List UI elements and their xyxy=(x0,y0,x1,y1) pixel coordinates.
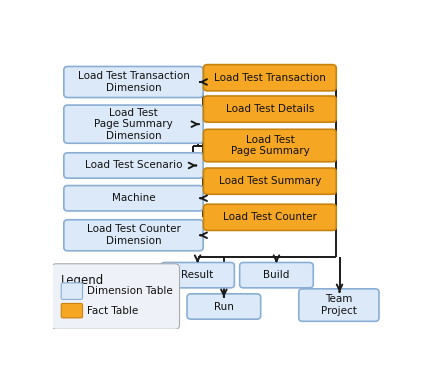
FancyBboxPatch shape xyxy=(64,153,203,178)
Text: Load Test Scenario: Load Test Scenario xyxy=(85,161,182,171)
FancyBboxPatch shape xyxy=(61,303,83,318)
Text: Load Test Details: Load Test Details xyxy=(226,104,314,114)
Text: Result: Result xyxy=(181,270,214,280)
Text: Legend: Legend xyxy=(61,274,104,287)
FancyBboxPatch shape xyxy=(61,283,83,299)
FancyBboxPatch shape xyxy=(204,65,336,91)
FancyBboxPatch shape xyxy=(64,105,203,143)
FancyBboxPatch shape xyxy=(64,186,203,211)
FancyBboxPatch shape xyxy=(204,96,336,122)
Text: Build: Build xyxy=(263,270,290,280)
FancyBboxPatch shape xyxy=(161,262,234,288)
FancyBboxPatch shape xyxy=(240,262,313,288)
FancyBboxPatch shape xyxy=(64,67,203,98)
Text: Fact Table: Fact Table xyxy=(87,306,138,316)
FancyBboxPatch shape xyxy=(299,289,379,321)
Text: Team
Project: Team Project xyxy=(321,294,357,316)
Text: Dimension Table: Dimension Table xyxy=(87,286,173,296)
Text: Load Test Transaction
Dimension: Load Test Transaction Dimension xyxy=(78,71,190,93)
Text: Load Test
Page Summary
Dimension: Load Test Page Summary Dimension xyxy=(94,108,173,141)
FancyBboxPatch shape xyxy=(64,220,203,251)
FancyBboxPatch shape xyxy=(51,264,179,329)
FancyBboxPatch shape xyxy=(187,294,261,319)
Text: Load Test Summary: Load Test Summary xyxy=(219,176,321,186)
FancyBboxPatch shape xyxy=(204,204,336,231)
Text: Machine: Machine xyxy=(112,193,155,203)
Text: Load Test Counter
Dimension: Load Test Counter Dimension xyxy=(86,225,181,246)
Text: Run: Run xyxy=(214,302,234,312)
FancyBboxPatch shape xyxy=(204,129,336,162)
Text: Load Test Transaction: Load Test Transaction xyxy=(214,73,326,83)
Text: Load Test Counter: Load Test Counter xyxy=(223,212,317,222)
Text: Load Test
Page Summary: Load Test Page Summary xyxy=(231,135,309,157)
FancyBboxPatch shape xyxy=(204,168,336,194)
